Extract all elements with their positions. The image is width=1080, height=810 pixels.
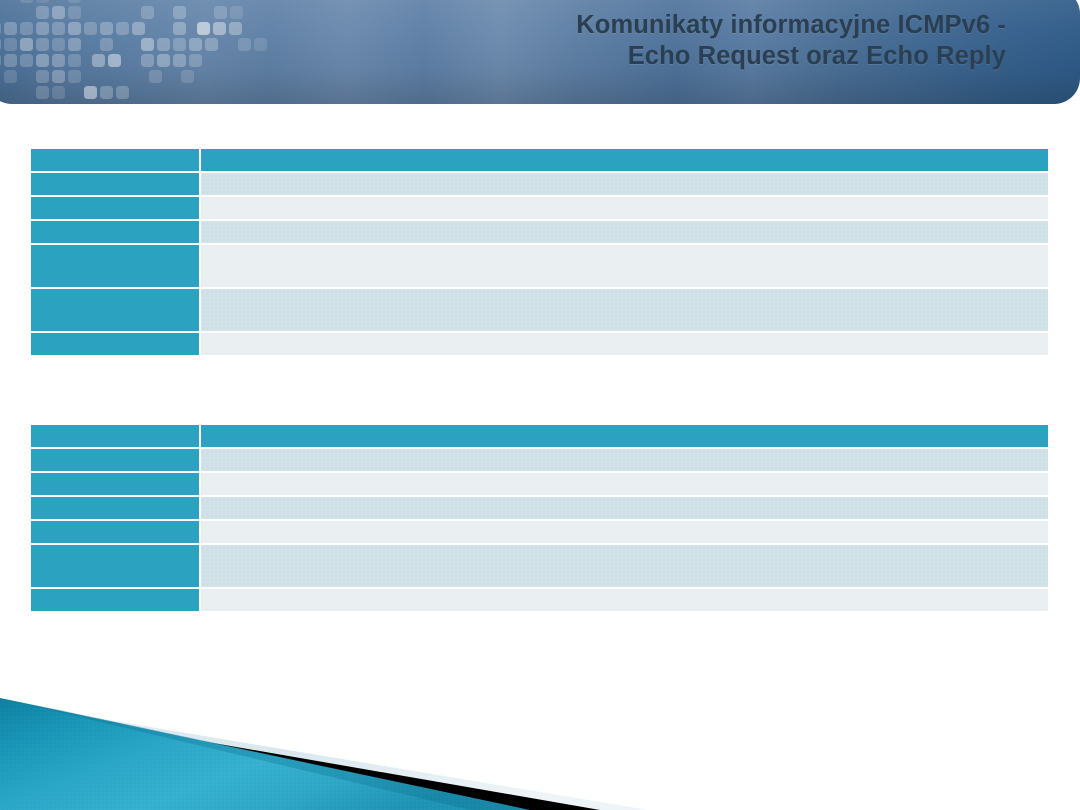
row-value-cell <box>201 173 1048 195</box>
slide-header-banner: Komunikaty informacyjne ICMPv6 - Echo Re… <box>0 0 1080 104</box>
row-label-cell <box>31 545 199 587</box>
table-header-cell-label <box>31 425 199 447</box>
row-value-cell <box>201 197 1048 219</box>
row-value-cell <box>201 449 1048 471</box>
row-value-cell <box>201 473 1048 495</box>
table-row <box>31 333 1048 355</box>
table-header-cell-value <box>201 149 1048 171</box>
row-label-cell <box>31 473 199 495</box>
slide-title: Komunikaty informacyjne ICMPv6 - Echo Re… <box>576 11 1006 70</box>
row-value-cell <box>201 589 1048 611</box>
diagonal-ribbon-icon <box>0 698 648 810</box>
row-value-cell <box>201 521 1048 543</box>
table-header-row <box>31 149 1048 171</box>
row-label-cell <box>31 333 199 355</box>
row-value-cell <box>201 221 1048 243</box>
row-value-cell <box>201 333 1048 355</box>
table-row <box>31 173 1048 195</box>
table-row <box>31 521 1048 543</box>
echo-reply-table <box>29 423 1050 613</box>
row-label-cell <box>31 289 199 331</box>
row-value-cell <box>201 245 1048 287</box>
row-label-cell <box>31 245 199 287</box>
table-row <box>31 197 1048 219</box>
row-label-cell <box>31 589 199 611</box>
row-value-cell <box>201 289 1048 331</box>
table-header-cell-value <box>201 425 1048 447</box>
table-row <box>31 545 1048 587</box>
row-label-cell <box>31 197 199 219</box>
row-label-cell <box>31 173 199 195</box>
row-label-cell <box>31 221 199 243</box>
table-row <box>31 221 1048 243</box>
table-row <box>31 449 1048 471</box>
row-value-cell <box>201 497 1048 519</box>
row-label-cell <box>31 497 199 519</box>
table-row <box>31 473 1048 495</box>
footer-decoration <box>0 680 1080 810</box>
dot-grid-mosaic-icon <box>0 0 267 99</box>
table-header-cell-label <box>31 149 199 171</box>
echo-request-table <box>29 147 1050 357</box>
row-value-cell <box>201 545 1048 587</box>
table-row <box>31 289 1048 331</box>
table-header-row <box>31 425 1048 447</box>
table-row <box>31 497 1048 519</box>
table-row <box>31 589 1048 611</box>
table-row <box>31 245 1048 287</box>
row-label-cell <box>31 521 199 543</box>
row-label-cell <box>31 449 199 471</box>
